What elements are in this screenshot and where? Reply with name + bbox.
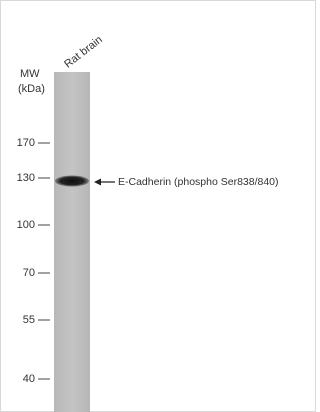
marker-label: 100 bbox=[17, 219, 35, 231]
blot-figure: Rat brain MW (kDa) 170 130 100 70 55 40 … bbox=[0, 0, 316, 412]
marker-label: 55 bbox=[23, 314, 35, 326]
marker-label: 130 bbox=[17, 172, 35, 184]
page: Western blot html, body { margin: 0; pad… bbox=[0, 0, 320, 412]
marker-label: 70 bbox=[23, 267, 35, 279]
lane bbox=[54, 72, 90, 412]
mw-unit: (kDa) bbox=[18, 83, 45, 95]
marker-label: 40 bbox=[23, 373, 35, 385]
band-label: E-Cadherin (phospho Ser838/840) bbox=[118, 176, 279, 188]
band bbox=[55, 176, 89, 187]
frame bbox=[1, 1, 316, 412]
marker-label: 170 bbox=[17, 137, 35, 149]
mw-title: MW bbox=[20, 68, 40, 80]
body: {"lane_label": "Rat brain", "mw_title": … bbox=[0, 0, 316, 412]
